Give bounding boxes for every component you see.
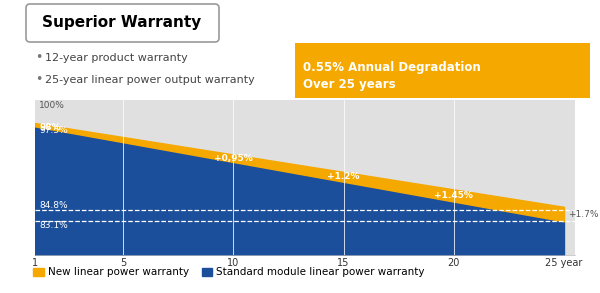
FancyBboxPatch shape	[26, 4, 219, 42]
Text: 25-year linear power output warranty: 25-year linear power output warranty	[45, 75, 255, 85]
Text: •: •	[35, 74, 43, 86]
Text: +1.45%: +1.45%	[434, 191, 473, 200]
Text: 0.55% Annual Degradation
Over 25 years: 0.55% Annual Degradation Over 25 years	[303, 61, 481, 91]
Text: 12-year product warranty: 12-year product warranty	[45, 53, 188, 63]
Text: 98%: 98%	[40, 123, 61, 132]
FancyBboxPatch shape	[295, 43, 590, 98]
Text: 100%: 100%	[40, 101, 65, 110]
Text: •: •	[35, 52, 43, 64]
Text: +0,95%: +0,95%	[214, 154, 253, 163]
Text: +1.2%: +1.2%	[328, 172, 360, 181]
Text: +1.7%: +1.7%	[568, 209, 599, 219]
Text: Superior Warranty: Superior Warranty	[43, 16, 202, 30]
Text: 84.8%: 84.8%	[40, 201, 68, 210]
Text: 97.5%: 97.5%	[40, 126, 68, 135]
Text: 83.1%: 83.1%	[40, 222, 68, 230]
Legend: New linear power warranty, Standard module linear power warranty: New linear power warranty, Standard modu…	[29, 263, 429, 282]
